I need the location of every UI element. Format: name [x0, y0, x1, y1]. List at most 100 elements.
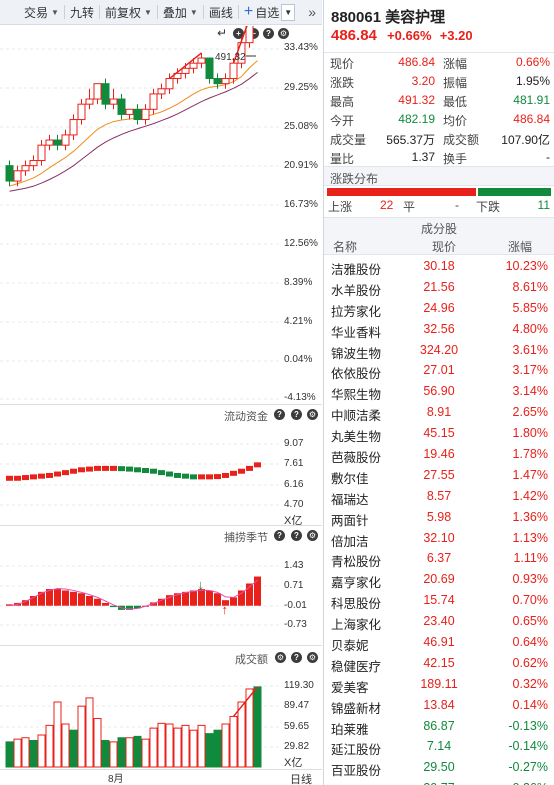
constituent-row[interactable]: 华业香料 32.56 4.80% [324, 319, 554, 340]
kline-axis-label: 29.25% [284, 82, 318, 93]
stock-price-cell: 19.46 [423, 447, 455, 462]
stock-price-cell: 13.84 [423, 697, 455, 712]
help-icon[interactable]: ? [274, 530, 285, 541]
flow-panel: 流动资金 ? ? ⚙ 9.07 7.61 6.16 4.70 X亿 [0, 405, 322, 527]
trade-menu[interactable]: 交易 ▼ [0, 0, 64, 25]
season-chart[interactable]: ↓↑ [0, 526, 322, 645]
constituent-row[interactable]: 福瑞达 8.57 1.42% [324, 486, 554, 507]
constituent-row[interactable]: 嘉亨家化 20.69 0.93% [324, 569, 554, 590]
return-icon[interactable]: ↵ [217, 26, 228, 40]
settings-icon[interactable]: ⚙ [307, 409, 318, 420]
kline-axis-label: 25.08% [284, 121, 318, 132]
distribution-counts: 上涨 22 平 - 下跌 11 [324, 197, 554, 215]
stock-price-cell: 24.96 [423, 300, 455, 315]
constituent-row[interactable]: 锦盛新材 13.84 0.14% [324, 695, 554, 716]
volume-bar [109, 741, 118, 768]
constituent-row[interactable]: 拉芳家化 24.96 5.85% [324, 298, 554, 319]
flow-mark [86, 466, 93, 472]
season-bar [30, 596, 37, 606]
trend-line [232, 686, 259, 717]
constituent-row[interactable]: 青松股份 6.37 1.11% [324, 548, 554, 569]
stock-name-cell: 爱美客 [331, 680, 369, 695]
high-price-label: 491.32 [215, 52, 246, 63]
dropdown-arrow-icon: ▼ [51, 7, 59, 17]
constituent-row[interactable]: 倍加洁 32.10 1.13% [324, 528, 554, 549]
stock-price-cell: 29.50 [423, 760, 455, 775]
more-chevron-icon[interactable]: » [308, 4, 316, 20]
constituent-row[interactable]: 稳健医疗 42.15 0.62% [324, 653, 554, 674]
chart-pane: 交易 ▼ 九转 前复权 ▼ 叠加 ▼ 画线 + 自选 ▼ » ↵ + [0, 0, 322, 785]
column-price[interactable]: 现价 [432, 240, 457, 254]
season-bar [94, 598, 101, 606]
kline-chart[interactable] [0, 26, 322, 405]
stock-code: 880061 [331, 9, 382, 26]
constituent-row[interactable]: 敷尔佳 27.55 1.47% [324, 465, 554, 486]
help-icon[interactable]: ? [263, 28, 274, 39]
draw-line-button[interactable]: 画线 [204, 0, 238, 25]
constituent-row[interactable]: 丸美生物 45.15 1.80% [324, 423, 554, 444]
stock-price-cell: 5.98 [426, 509, 452, 524]
settings-icon[interactable]: ⚙ [307, 652, 318, 663]
constituent-row[interactable]: 贝泰妮 46.91 0.64% [324, 632, 554, 653]
stock-price-cell: 324.20 [419, 342, 459, 357]
volume-bar [85, 697, 94, 768]
volume-bar [21, 737, 30, 768]
overlay-menu[interactable]: 叠加 ▼ [158, 0, 203, 25]
stock-price-cell: 23.40 [423, 614, 455, 629]
constituent-row[interactable]: 芭薇股份 19.46 1.78% [324, 444, 554, 465]
candle-body [29, 160, 38, 167]
distribution-bar [327, 188, 551, 196]
flow-mark [118, 466, 125, 472]
constituent-row[interactable]: 锦波生物 324.20 3.61% [324, 340, 554, 361]
column-pct[interactable]: 涨幅 [508, 240, 533, 254]
column-name[interactable]: 名称 [333, 240, 358, 254]
settings-icon[interactable]: ⚙ [307, 530, 318, 541]
volume-chart[interactable] [0, 646, 322, 769]
volume-bar [173, 727, 182, 768]
constituent-row[interactable]: 延江股份 7.14 -0.14% [324, 736, 554, 757]
season-bar [230, 597, 237, 606]
help-icon[interactable]: ? [291, 530, 302, 541]
constituent-row[interactable]: 依依股份 27.01 3.17% [324, 360, 554, 381]
constituent-row[interactable]: 中顺洁柔 8.91 2.65% [324, 402, 554, 423]
flow-chart[interactable] [0, 405, 322, 525]
constituent-row[interactable]: 珀莱雅 86.87 -0.13% [324, 716, 554, 737]
add-watchlist-button[interactable]: + 自选 ▼ [239, 0, 300, 25]
constituent-row[interactable]: 百亚股份 29.50 -0.27% [324, 757, 554, 778]
constituent-row[interactable]: 洁雅股份 30.18 10.23% [324, 256, 554, 277]
season-bar [206, 590, 213, 606]
season-axis-label: -0.01 [284, 600, 307, 611]
flow-mark [254, 462, 261, 468]
help-icon[interactable]: ? [291, 409, 302, 420]
season-bar [174, 593, 181, 606]
flow-mark [110, 465, 117, 471]
volume-bar [101, 740, 110, 768]
constituent-row[interactable]: 水羊股份 21.56 8.61% [324, 277, 554, 298]
constituent-row[interactable]: 爱美客 189.11 0.32% [324, 674, 554, 695]
constituent-row[interactable]: 科思股份 15.74 0.70% [324, 590, 554, 611]
adjust-menu[interactable]: 前复权 ▼ [100, 0, 157, 25]
constituent-row[interactable]: 上海家化 23.40 0.65% [324, 611, 554, 632]
zoom-in-icon[interactable]: + [233, 28, 244, 39]
help-icon[interactable]: ? [291, 652, 302, 663]
stock-name-cell: 稳健医疗 [331, 659, 382, 674]
divider [156, 5, 158, 19]
constituent-row[interactable]: 华熙生物 56.90 3.14% [324, 381, 554, 402]
nine-turn-button[interactable]: 九转 [65, 0, 99, 25]
constituent-row[interactable]: 两面针 5.98 1.36% [324, 507, 554, 528]
constituent-row[interactable]: 润本股份 30.77 -0.36% [324, 778, 554, 785]
nine-turn-label: 九转 [69, 5, 94, 20]
stock-name-cell: 延江股份 [331, 743, 382, 758]
settings-icon[interactable]: ⚙ [278, 28, 289, 39]
quote-label: 最高 [330, 95, 355, 109]
quote-value: 481.91 [513, 93, 550, 107]
settings-icon[interactable]: ⚙ [275, 652, 286, 663]
period-button[interactable]: 日线 [290, 774, 312, 785]
season-bar [70, 591, 77, 606]
stock-price-cell: 6.37 [426, 551, 452, 566]
flow-panel-title: 流动资金 [224, 411, 268, 423]
stock-name-cell: 贝泰妮 [331, 639, 369, 654]
help-icon[interactable]: ? [274, 409, 285, 420]
watchlist-dropdown-icon[interactable]: ▼ [281, 3, 296, 21]
stock-price-cell: 8.91 [426, 405, 452, 420]
